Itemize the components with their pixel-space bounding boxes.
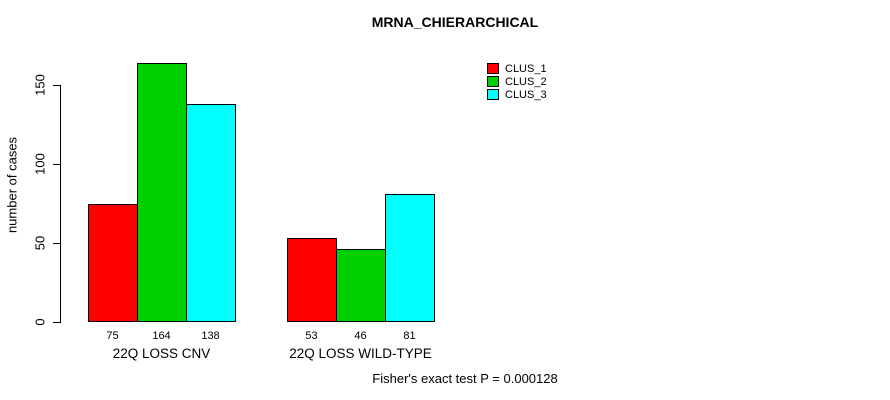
x-category-label: 22Q LOSS WILD-TYPE [289, 346, 432, 361]
fisher-test-annotation: Fisher's exact test P = 0.000128 [372, 371, 558, 386]
bar-value-label: 75 [106, 330, 119, 342]
bar-value-label: 46 [354, 330, 367, 342]
y-tick-label: 100 [32, 153, 48, 175]
y-tick-mark [53, 164, 60, 165]
y-tick-label: 150 [32, 74, 48, 96]
legend-swatch-icon [487, 63, 499, 74]
legend-label: CLUS_2 [505, 75, 547, 88]
y-tick-label: 50 [32, 235, 48, 251]
bar-clus_2-2 [336, 249, 386, 322]
bar-clus_1-1 [88, 203, 138, 322]
bar-clus_1-2 [287, 238, 337, 322]
bar-value-label: 138 [201, 330, 220, 342]
y-axis-line [60, 85, 61, 323]
legend-item: CLUS_2 [487, 75, 547, 88]
legend-item: CLUS_3 [487, 88, 547, 101]
x-category-label: 22Q LOSS CNV [112, 346, 211, 361]
bar-clus_3-2 [385, 194, 435, 322]
legend-swatch-icon [487, 89, 499, 100]
y-tick-label: 0 [32, 318, 48, 326]
bar-clus_3-1 [186, 103, 236, 322]
bar-value-label: 164 [152, 330, 171, 342]
bar-clus_2-1 [137, 62, 187, 322]
y-tick-mark [53, 85, 60, 86]
legend-label: CLUS_3 [505, 88, 547, 101]
y-axis-title: number of cases [4, 136, 20, 234]
legend: CLUS_1 CLUS_2 CLUS_3 [487, 62, 547, 101]
bar-value-label: 53 [305, 330, 318, 342]
legend-item: CLUS_1 [487, 62, 547, 75]
bar-value-label: 81 [403, 330, 416, 342]
chart-title: MRNA_CHIERARCHICAL [371, 14, 539, 30]
legend-label: CLUS_1 [505, 62, 547, 75]
legend-swatch-icon [487, 76, 499, 87]
y-tick-mark [53, 322, 60, 323]
y-tick-mark [53, 243, 60, 244]
